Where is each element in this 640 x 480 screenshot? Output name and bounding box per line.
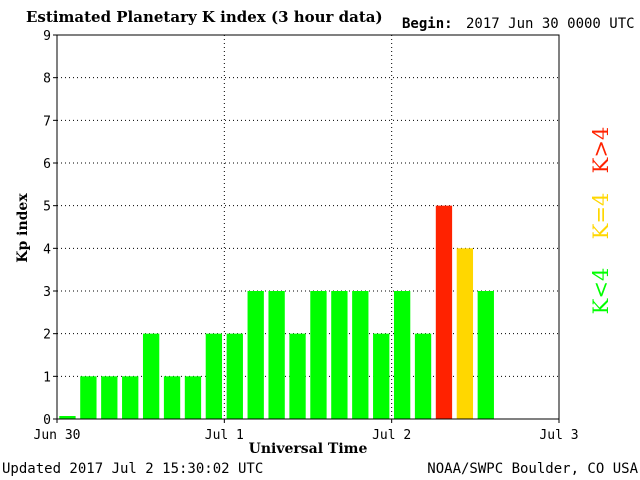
kp-bar: [352, 291, 369, 419]
y-tick-label: 8: [43, 72, 51, 87]
kp-bar: [205, 333, 223, 419]
legend-high: K>4: [589, 127, 613, 174]
kp-bar: [331, 291, 348, 419]
x-tick-label: Jun 30: [34, 428, 81, 443]
kp-bar: [456, 248, 474, 419]
y-tick-label: 9: [43, 29, 51, 44]
y-tick-label: 1: [43, 370, 51, 385]
kp-bar: [142, 333, 160, 419]
updated-timestamp: Updated 2017 Jul 2 15:30:02 UTC: [2, 461, 263, 477]
x-tick-label: Jul 3: [539, 428, 578, 443]
y-tick-label: 7: [43, 114, 51, 129]
y-tick-label: 4: [43, 242, 51, 257]
y-axis-label: Kp index: [15, 193, 31, 263]
kp-bar: [373, 333, 390, 419]
grid-lines: [53, 34, 560, 423]
legend-low: K<4: [589, 268, 613, 315]
y-tick-label: 0: [43, 413, 51, 428]
bars: [59, 205, 494, 419]
y-tick-label: 2: [43, 328, 51, 343]
plot-frame: [56, 34, 560, 420]
kp-bar: [414, 333, 432, 419]
kp-bar: [80, 376, 97, 419]
source-credit: NOAA/SWPC Boulder, CO USA: [427, 461, 638, 477]
chart-title: Estimated Planetary K index (3 hour data…: [26, 8, 383, 26]
kp-bar: [268, 291, 285, 419]
kp-bar: [310, 291, 327, 419]
y-tick-label: 5: [43, 200, 51, 215]
kp-bar: [122, 376, 139, 419]
y-tick-label: 6: [43, 157, 51, 172]
kp-bar: [435, 205, 453, 419]
kp-bar: [226, 333, 243, 419]
legend-mid: K=4: [589, 193, 613, 240]
y-tick-label: 3: [43, 285, 51, 300]
begin-value: 2017 Jun 30 0000 UTC: [466, 16, 635, 32]
kp-bar: [247, 291, 264, 419]
kp-bar: [393, 291, 411, 419]
kp-bar: [101, 376, 118, 419]
x-axis-label: Universal Time: [249, 441, 368, 457]
kp-bar: [184, 376, 202, 419]
begin-label: Begin:: [402, 16, 453, 32]
x-tick-label: Jul 1: [205, 428, 244, 443]
y-tick-labels: 0 1 2 3 4 5 6 7 8 9: [43, 29, 51, 428]
kp-bar: [163, 376, 181, 419]
kp-bar: [59, 416, 76, 419]
kp-bar: [289, 333, 306, 419]
kp-bar: [477, 291, 494, 419]
x-tick-label: Jul 2: [372, 428, 411, 443]
x-tick-labels: Jun 30 Jul 1 Jul 2 Jul 3: [34, 428, 579, 443]
